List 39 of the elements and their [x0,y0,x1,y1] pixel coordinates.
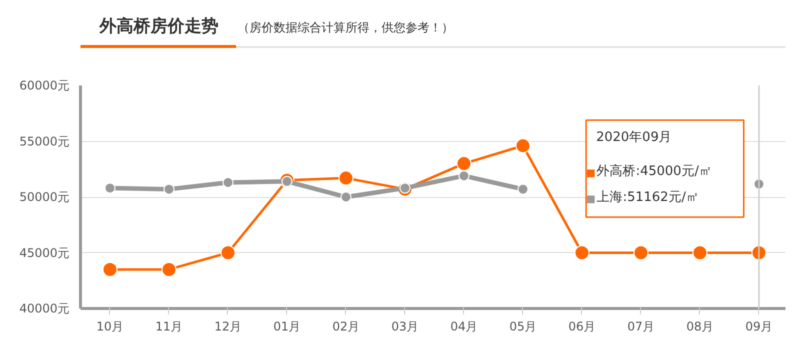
x-tick-label: 01月 [273,320,301,334]
y-tick-label: 45000元 [19,246,70,260]
point [517,184,528,195]
point [633,245,648,260]
point [340,192,352,202]
point [456,156,472,172]
y-tick-label: 55000元 [19,134,70,148]
x-tick-label: 05月 [509,320,537,334]
point [338,170,354,186]
chart-subtitle: （房价数据综合计算所得，供您参考！） [237,20,454,34]
x-tick-label: 08月 [686,320,714,334]
point [104,182,116,194]
chart-title: 外高桥房价走势 [98,16,219,36]
x-tick-label: 07月 [627,320,655,334]
point [163,184,174,195]
x-tick-label: 06月 [568,320,596,334]
point [515,138,530,154]
point [692,245,708,260]
y-tick-label: 50000元 [19,190,70,204]
x-tick-label: 12月 [214,320,242,334]
x-tick-label: 09月 [745,320,773,334]
x-tick-label: 10月 [96,320,124,334]
point [161,262,176,277]
point [220,245,236,260]
point [281,176,292,187]
point [399,182,410,194]
annotation: ■外高桥:45000元/㎡ [586,163,712,180]
x-tick-label: 11月 [155,320,183,334]
y-tick-label: 40000元 [19,302,70,316]
point [102,262,118,277]
point [458,170,470,182]
x-tick-label: 03月 [391,320,419,334]
point [222,177,234,188]
x-tick-label: 04月 [450,320,478,334]
annotation: 2020年09月 [596,130,672,146]
point [574,245,590,260]
y-tick-label: 60000元 [19,78,70,92]
annotation: ■上海:51162元/㎡ [586,190,699,205]
x-tick-label: 02月 [332,320,360,334]
